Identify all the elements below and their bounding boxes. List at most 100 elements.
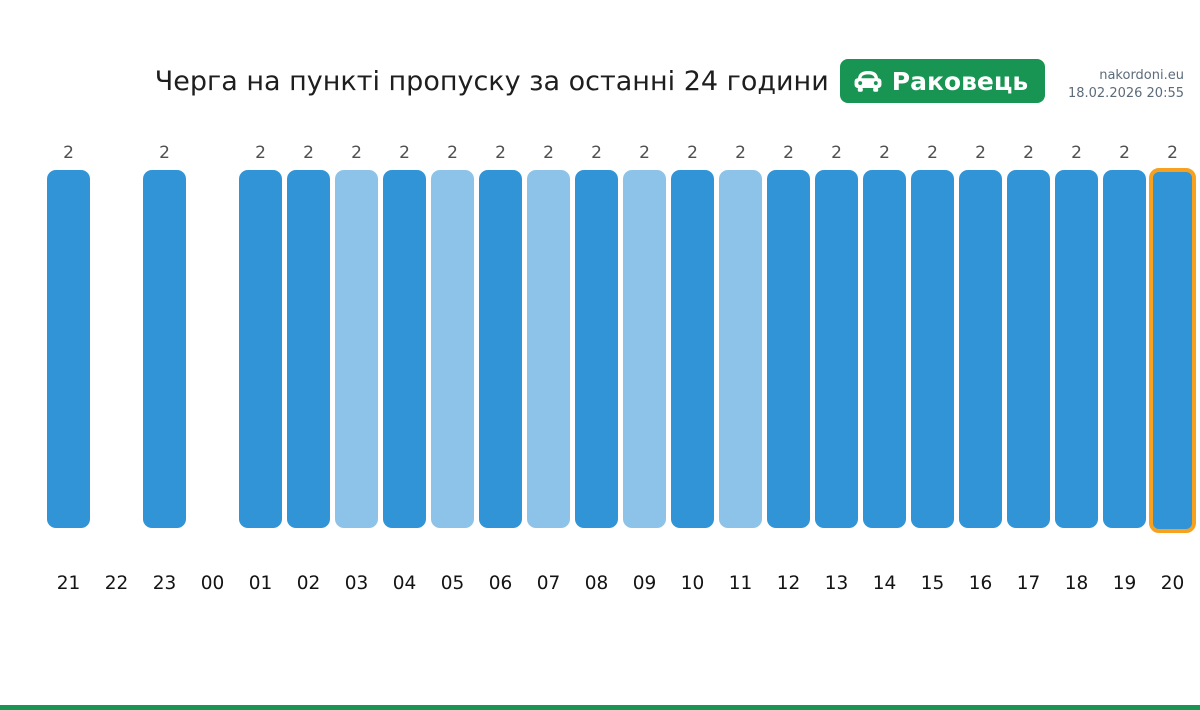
bar-area-02 [287, 170, 330, 528]
value-label-04: 2 [399, 143, 410, 163]
bar-hour-07[interactable] [527, 170, 570, 528]
chart-column-16: 2 16 [959, 143, 1002, 597]
hour-label-03: 03 [344, 573, 369, 594]
bar-hour-10[interactable] [671, 170, 714, 528]
car-icon [853, 68, 883, 94]
hour-label-07: 07 [536, 573, 561, 594]
bar-hour-17[interactable] [1007, 170, 1050, 528]
bar-hour-02[interactable] [287, 170, 330, 528]
site-info: nakordoni.eu 18.02.2026 20:55 [1068, 67, 1184, 102]
hour-label-23: 23 [152, 573, 177, 594]
bar-hour-20[interactable] [1149, 168, 1196, 533]
bar-area-14 [863, 170, 906, 528]
site-link[interactable]: nakordoni.eu [1099, 68, 1184, 83]
bar-area-07 [527, 170, 570, 528]
bar-area-06 [479, 170, 522, 528]
bar-area-00 [191, 170, 234, 528]
hour-label-21: 21 [56, 573, 81, 594]
value-label-23: 2 [159, 143, 170, 163]
page-title: Черга на пункті пропуску за останні 24 г… [154, 65, 829, 97]
value-label-00 [191, 143, 234, 169]
bar-area-03 [335, 170, 378, 528]
hour-label-08: 08 [584, 573, 609, 594]
chart-column-00: 00 [191, 143, 234, 597]
hour-label-22: 22 [104, 573, 129, 594]
chart-column-08: 2 08 [575, 143, 618, 597]
value-label-18: 2 [1071, 143, 1082, 163]
chart-column-02: 2 02 [287, 143, 330, 597]
value-label-01: 2 [255, 143, 266, 163]
bar-hour-12[interactable] [767, 170, 810, 528]
hour-label-10: 10 [680, 573, 705, 594]
bar-area-13 [815, 170, 858, 528]
hour-label-20: 20 [1160, 573, 1185, 594]
bar-area-11 [719, 170, 762, 528]
bar-area-21 [47, 170, 90, 528]
chart-column-15: 2 15 [911, 143, 954, 597]
header: Черга на пункті пропуску за останні 24 г… [0, 59, 1200, 103]
value-label-14: 2 [879, 143, 890, 163]
bar-area-17 [1007, 170, 1050, 528]
chart-column-05: 2 05 [431, 143, 474, 597]
bar-hour-16[interactable] [959, 170, 1002, 528]
chart-column-01: 2 01 [239, 143, 282, 597]
chart-column-23: 2 23 [143, 143, 186, 597]
bar-area-16 [959, 170, 1002, 528]
bar-area-01 [239, 170, 282, 528]
checkpoint-name: Раковець [891, 66, 1029, 96]
hour-label-13: 13 [824, 573, 849, 594]
bar-area-19 [1103, 170, 1146, 528]
bar-hour-06[interactable] [479, 170, 522, 528]
hour-label-04: 04 [392, 573, 417, 594]
value-label-08: 2 [591, 143, 602, 163]
bar-hour-01[interactable] [239, 170, 282, 528]
bar-area-12 [767, 170, 810, 528]
bar-area-08 [575, 170, 618, 528]
value-label-10: 2 [687, 143, 698, 163]
chart-column-03: 2 03 [335, 143, 378, 597]
value-label-12: 2 [783, 143, 794, 163]
bar-hour-18[interactable] [1055, 170, 1098, 528]
value-label-03: 2 [351, 143, 362, 163]
bar-hour-04[interactable] [383, 170, 426, 528]
chart-column-19: 2 19 [1103, 143, 1146, 597]
value-label-11: 2 [735, 143, 746, 163]
chart-column-11: 2 11 [719, 143, 762, 597]
bar-hour-03[interactable] [335, 170, 378, 528]
bar-hour-21[interactable] [47, 170, 90, 528]
hour-label-00: 00 [200, 573, 225, 594]
bar-hour-11[interactable] [719, 170, 762, 528]
checkpoint-badge[interactable]: Раковець [839, 59, 1046, 103]
hour-label-02: 02 [296, 573, 321, 594]
queue-bar-chart: 2 21 22 2 23 00 2 01 2 02 2 03 2 04 2 05 2 06 2 07 2 08 2 09 2 10… [0, 143, 1200, 597]
bar-hour-13[interactable] [815, 170, 858, 528]
hour-label-11: 11 [728, 573, 753, 594]
bar-hour-14[interactable] [863, 170, 906, 528]
value-label-02: 2 [303, 143, 314, 163]
footer-strip [0, 705, 1200, 710]
hour-label-12: 12 [776, 573, 801, 594]
bar-hour-08[interactable] [575, 170, 618, 528]
chart-column-06: 2 06 [479, 143, 522, 597]
bar-area-05 [431, 170, 474, 528]
value-label-21: 2 [63, 143, 74, 163]
bar-area-20 [1149, 168, 1196, 533]
bar-hour-05[interactable] [431, 170, 474, 528]
bar-hour-15[interactable] [911, 170, 954, 528]
bar-hour-23[interactable] [143, 170, 186, 528]
bar-area-04 [383, 170, 426, 528]
bar-area-22 [95, 170, 138, 528]
hour-label-18: 18 [1064, 573, 1089, 594]
hour-label-16: 16 [968, 573, 993, 594]
value-label-13: 2 [831, 143, 842, 163]
hour-label-19: 19 [1112, 573, 1137, 594]
hour-label-17: 17 [1016, 573, 1041, 594]
bar-area-23 [143, 170, 186, 528]
chart-column-18: 2 18 [1055, 143, 1098, 597]
bar-hour-09[interactable] [623, 170, 666, 528]
hour-label-14: 14 [872, 573, 897, 594]
hour-label-01: 01 [248, 573, 273, 594]
timestamp: 18.02.2026 20:55 [1067, 85, 1184, 101]
chart-column-20: 2 20 [1149, 143, 1196, 597]
bar-hour-19[interactable] [1103, 170, 1146, 528]
